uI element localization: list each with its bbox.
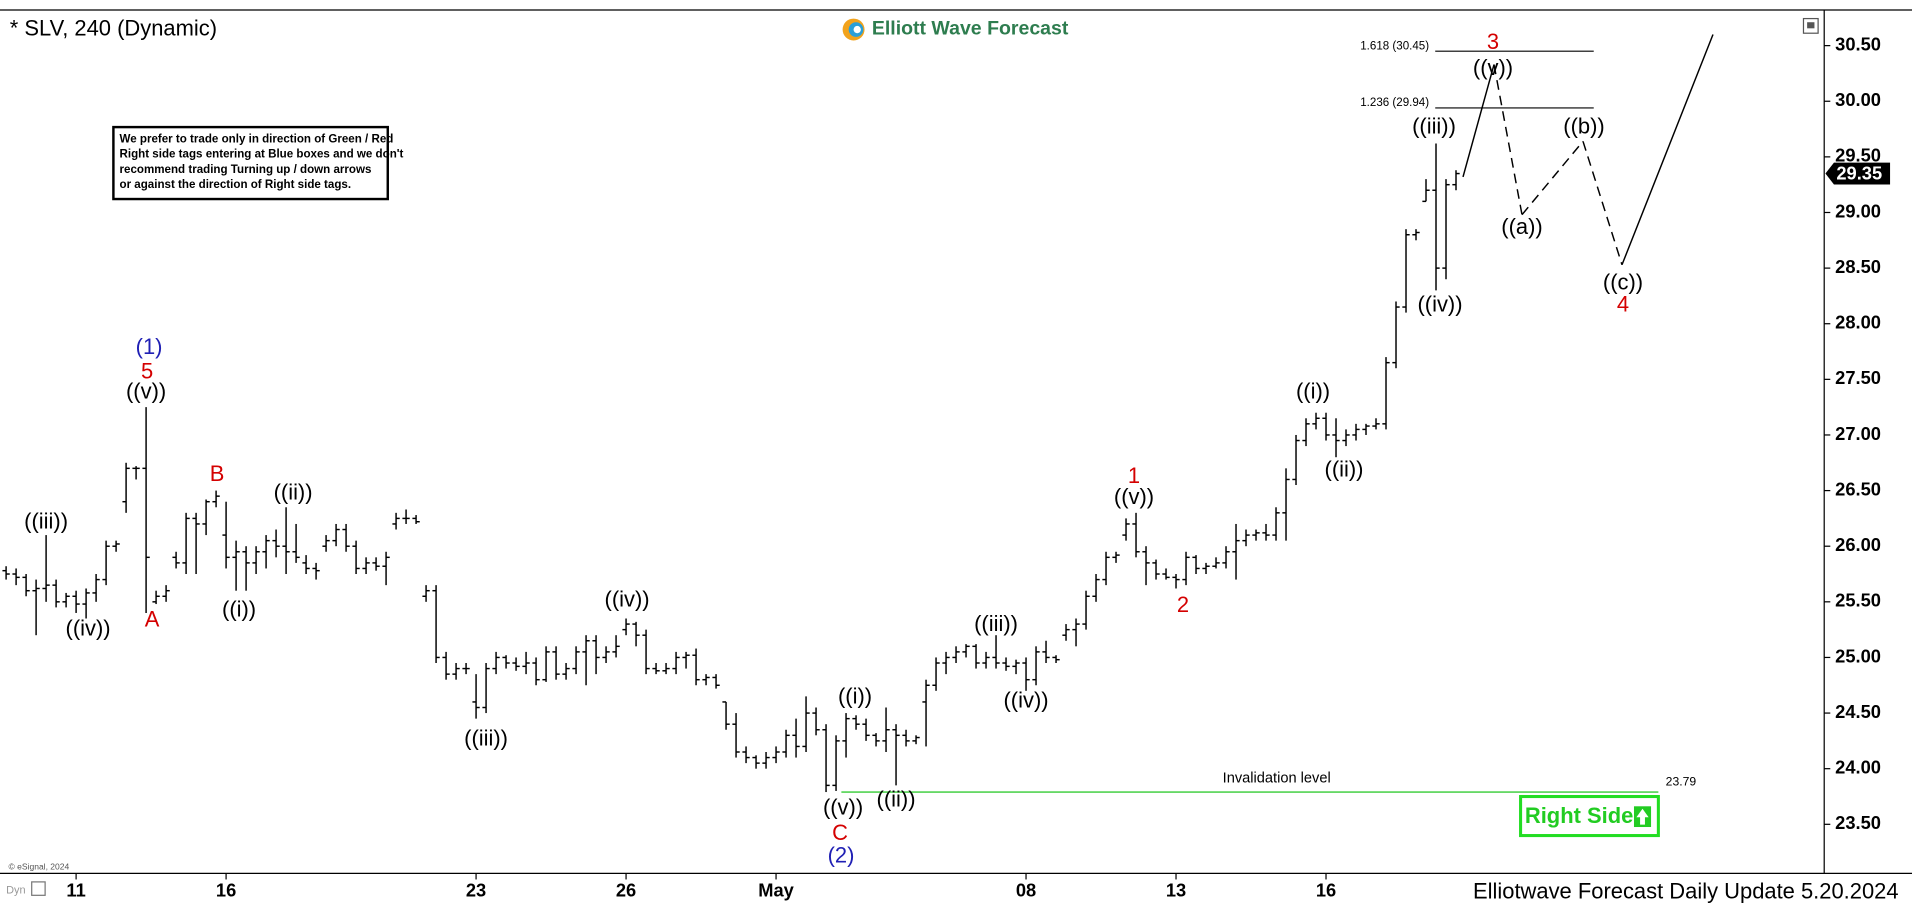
- y-tick-label: 28.00: [1835, 312, 1881, 333]
- wave-label: ((b)): [1563, 114, 1604, 139]
- wave-label: (1): [136, 334, 163, 359]
- y-tick-label: 23.50: [1835, 812, 1881, 833]
- right-side-tag: Right Side: [1519, 795, 1660, 838]
- wave-label: ((i)): [222, 597, 256, 622]
- wave-label: 1: [1128, 463, 1140, 488]
- note-box: [112, 125, 389, 201]
- brand-name: Elliott Wave Forecast: [872, 18, 1069, 40]
- note-line: or against the direction of Right side t…: [120, 179, 352, 191]
- projection-segment: [1493, 64, 1523, 215]
- invalidation-label: Invalidation level: [1223, 770, 1331, 786]
- wave-label: ((iv)): [1417, 292, 1462, 317]
- wave-label: 5: [141, 358, 153, 383]
- y-tick-label: 29.50: [1835, 145, 1881, 166]
- brand-logo: Elliott Wave Forecast: [842, 18, 1069, 41]
- projection-segment: [1521, 140, 1584, 216]
- y-tick-label: 26.50: [1835, 478, 1881, 499]
- note-line: Right side tags entering at Blue boxes a…: [120, 149, 404, 161]
- footer: Elliotwave Forecast Daily Update 5.20.20…: [1473, 879, 1899, 904]
- dyn-label: Dyn: [6, 884, 26, 896]
- wave-label: 3: [1487, 29, 1499, 54]
- wave-label: ((i)): [838, 683, 872, 708]
- wave-label: ((iii)): [974, 611, 1018, 636]
- wave-label: ((iii)): [464, 726, 508, 751]
- wave-label: ((i)): [1296, 378, 1330, 403]
- x-tick-label: 26: [616, 879, 636, 900]
- wave-label: ((iv)): [605, 587, 650, 612]
- y-tick-label: 24.00: [1835, 757, 1881, 778]
- wave-label: 2: [1177, 592, 1189, 617]
- y-tick-label: 24.50: [1835, 701, 1881, 722]
- note-text: We prefer to trade only in direction of …: [120, 133, 404, 191]
- current-price: 29.35: [1836, 163, 1882, 184]
- wave-label: B: [210, 461, 225, 486]
- wave-label: ((iv)): [1003, 688, 1048, 713]
- wave-label: ((ii)): [1325, 456, 1364, 481]
- y-tick-label: 30.50: [1835, 33, 1881, 54]
- wave-label: ((v)): [823, 795, 863, 820]
- y-tick-label: 25.50: [1835, 590, 1881, 611]
- x-tick-label: 16: [1316, 879, 1336, 900]
- wave-label: ((ii)): [274, 480, 313, 505]
- dyn-icon[interactable]: [31, 881, 46, 896]
- note-line: We prefer to trade only in direction of …: [120, 133, 394, 145]
- tag-text: Right Side: [1525, 803, 1633, 828]
- y-tick-label: 30.00: [1835, 89, 1881, 110]
- chart-title: * SLV, 240 (Dynamic): [10, 15, 217, 40]
- y-tick-label: 25.00: [1835, 645, 1881, 666]
- wave-label: ((iii)): [1412, 114, 1456, 139]
- y-tick-label: 27.00: [1835, 423, 1881, 444]
- x-tick-label: 13: [1166, 879, 1186, 900]
- note-line: recommend trading Turning up / down arro…: [120, 164, 372, 176]
- projection-segment: [1621, 34, 1714, 266]
- wave-label: ((ii)): [877, 787, 916, 812]
- price-marker: [1825, 162, 1891, 185]
- wave-label: ((v)): [126, 378, 166, 403]
- wave-label: (2): [828, 842, 855, 867]
- tag-box: [1519, 795, 1660, 838]
- copyright: © eSignal, 2024: [9, 862, 70, 872]
- x-tick-label: 16: [216, 879, 236, 900]
- fib-label: 1.618 (30.45): [1360, 40, 1429, 52]
- wave-label: 4: [1617, 292, 1629, 317]
- wave-label: C: [832, 820, 848, 845]
- tag-arrow: [1636, 808, 1649, 825]
- wave-label: ((iv)): [66, 615, 111, 640]
- x-tick-label: 08: [1016, 879, 1036, 900]
- x-tick-label: May: [758, 879, 794, 900]
- window-icon-inner: [1807, 22, 1815, 29]
- wave-label: ((c)): [1603, 269, 1643, 294]
- wave-label: ((iii)): [24, 509, 68, 534]
- invalidation-value: 23.79: [1666, 775, 1697, 789]
- fib-label: 1.236 (29.94): [1360, 97, 1429, 109]
- y-tick-label: 28.50: [1835, 256, 1881, 277]
- wave-label: ((a)): [1501, 214, 1542, 239]
- logo-icon-core: [853, 25, 861, 34]
- wave-label: ((v)): [1114, 484, 1154, 509]
- y-tick-label: 29.00: [1835, 200, 1881, 221]
- projection-segment: [1462, 64, 1495, 178]
- x-tick-label: 11: [66, 879, 85, 900]
- y-tick-label: 27.50: [1835, 367, 1881, 388]
- x-tick-label: 23: [466, 879, 486, 900]
- wave-label: ((v)): [1473, 55, 1513, 80]
- y-tick-label: 26.00: [1835, 534, 1881, 555]
- wave-label: A: [145, 607, 160, 632]
- projection-segment: [1582, 141, 1623, 265]
